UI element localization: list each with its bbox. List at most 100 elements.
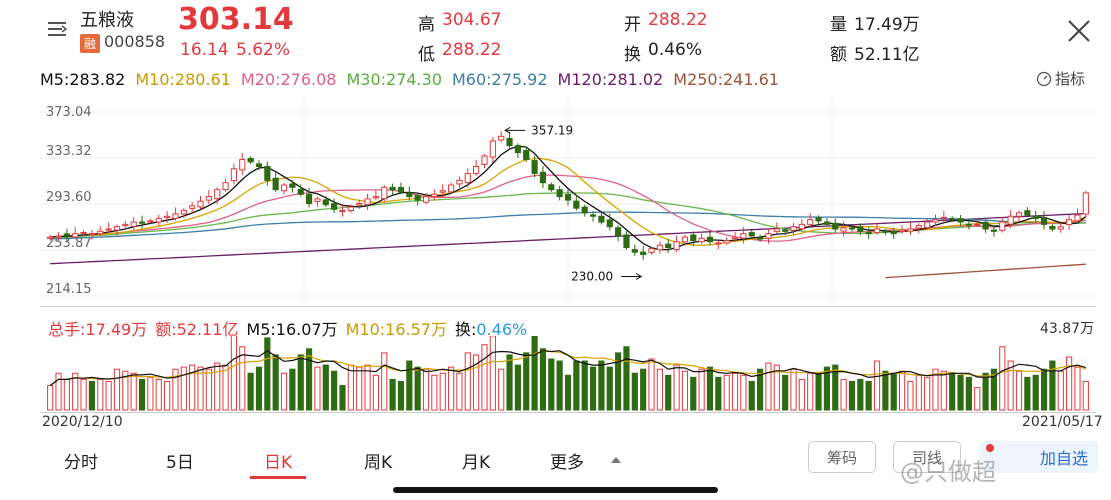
- indicator-button[interactable]: 指标: [1036, 68, 1085, 89]
- add-watchlist-button[interactable]: 加自选: [980, 441, 1098, 473]
- tab-more[interactable]: 更多: [550, 453, 584, 473]
- candle-down: [272, 171, 279, 192]
- vol-turnover-label: 换:: [454, 320, 477, 339]
- volume-bar-up: [113, 368, 121, 411]
- candle-down: [539, 165, 547, 189]
- ma5-value: M5:283.82: [40, 70, 126, 89]
- y-tick-label: 373.04: [46, 105, 92, 120]
- volume-bar-down: [88, 380, 96, 411]
- candle-up: [648, 246, 655, 255]
- low-value: 288.22: [442, 40, 502, 60]
- candle-down: [957, 214, 964, 226]
- candle-up: [80, 230, 87, 237]
- home-indicator[interactable]: [393, 487, 718, 493]
- ma20-value: M20:276.08: [240, 70, 337, 89]
- signal-button[interactable]: 司线: [893, 441, 961, 473]
- volume-bar-up: [55, 372, 62, 411]
- chart-divider: [40, 306, 1096, 307]
- ma10-value: M10:280.61: [135, 70, 231, 89]
- candle-down: [397, 182, 405, 195]
- candle-up: [47, 234, 54, 241]
- volume-bar-down: [823, 366, 831, 411]
- ma250-value: M250:241.61: [673, 70, 779, 89]
- volume-bar-up: [907, 380, 914, 411]
- candle-up: [932, 214, 939, 226]
- price-change-pct: 5.62%: [236, 40, 291, 60]
- candle-down: [782, 227, 789, 236]
- volume-bar-down: [514, 364, 521, 411]
- volume-bar-up: [765, 362, 772, 411]
- candle-up: [481, 153, 488, 169]
- volume-bar-up: [364, 364, 371, 411]
- volume-bar-down: [832, 364, 839, 411]
- candle-up: [715, 240, 722, 250]
- volume-bar-down: [598, 360, 605, 411]
- tab-weekly-k[interactable]: 周K: [364, 453, 393, 473]
- candle-down: [564, 189, 572, 206]
- volume-bar-up: [681, 370, 689, 411]
- volume-bar-up: [122, 370, 129, 411]
- volume-chart[interactable]: [40, 336, 1096, 412]
- volume-bar-down: [289, 368, 296, 411]
- volume-bar-down: [406, 360, 413, 411]
- caret-up-icon[interactable]: [610, 454, 622, 464]
- volume-bar-down: [631, 372, 638, 411]
- candle-up: [180, 208, 187, 218]
- volume-bar-up: [197, 366, 204, 411]
- candle-up: [723, 236, 730, 246]
- candle-down: [757, 234, 764, 243]
- tab-5day[interactable]: 5日: [166, 453, 194, 473]
- ma60-line: [50, 211, 1086, 240]
- volume-bar-down: [264, 337, 271, 411]
- candle-up: [447, 182, 455, 195]
- candle-up: [155, 214, 162, 226]
- y-tick-label: 214.15: [46, 282, 92, 297]
- tab-monthly-k[interactable]: 月K: [462, 453, 491, 473]
- volume-bar-down: [531, 336, 538, 411]
- candle-up: [656, 241, 663, 254]
- volume-label: 量: [830, 15, 847, 35]
- volume-bar-down: [573, 360, 580, 411]
- volume-bar-up: [673, 364, 680, 411]
- candle-up: [898, 225, 906, 234]
- volume-bar-up: [932, 368, 939, 411]
- volume-bar-down: [615, 352, 622, 411]
- candle-down: [247, 156, 254, 165]
- candle-down: [581, 204, 588, 217]
- candle-down: [832, 218, 839, 233]
- candle-up: [464, 168, 471, 188]
- volume-bar-up: [47, 385, 54, 411]
- volume-bar-down: [322, 364, 329, 411]
- chips-button[interactable]: 筹码: [808, 441, 876, 473]
- candle-down: [138, 215, 146, 229]
- candle-up: [1057, 222, 1064, 233]
- candle-up: [1007, 209, 1014, 228]
- volume-bar-down: [690, 376, 697, 411]
- candle-up: [381, 185, 388, 203]
- volume-bar-down: [331, 370, 338, 411]
- vol-ma5-line: [49, 350, 1086, 386]
- candle-down: [389, 183, 396, 195]
- candlestick-chart[interactable]: 373.04 333.32 293.60 253.87 214.15 357.19 230…: [40, 98, 1096, 306]
- tab-intraday[interactable]: 分时: [64, 453, 98, 473]
- low-label: 230.00: [571, 269, 613, 283]
- volume-bar-down: [623, 346, 630, 411]
- volume-bar-down: [606, 366, 613, 411]
- volume-bar-down: [949, 372, 956, 411]
- volume-bar-up: [230, 336, 238, 411]
- add-watchlist-label: 加自选: [1039, 449, 1088, 468]
- close-icon[interactable]: [1066, 18, 1092, 44]
- candle-up: [489, 137, 496, 163]
- volume-bar-up: [422, 368, 430, 411]
- volume-bar-down: [890, 372, 897, 411]
- volume-bar-up: [280, 372, 288, 411]
- volume-bar-up: [731, 372, 739, 411]
- candle-down: [331, 198, 338, 214]
- menu-icon[interactable]: [46, 18, 68, 40]
- ma-legend: M5:283.82 M10:280.61 M20:276.08 M30:274.30 M…: [40, 70, 789, 89]
- tab-daily-k[interactable]: 日K: [264, 453, 293, 473]
- volume-bar-up: [1066, 356, 1073, 411]
- vol-total: 总手:17.49万: [48, 320, 148, 339]
- volume-bar-up: [439, 372, 446, 411]
- volume-bar-down: [640, 368, 647, 411]
